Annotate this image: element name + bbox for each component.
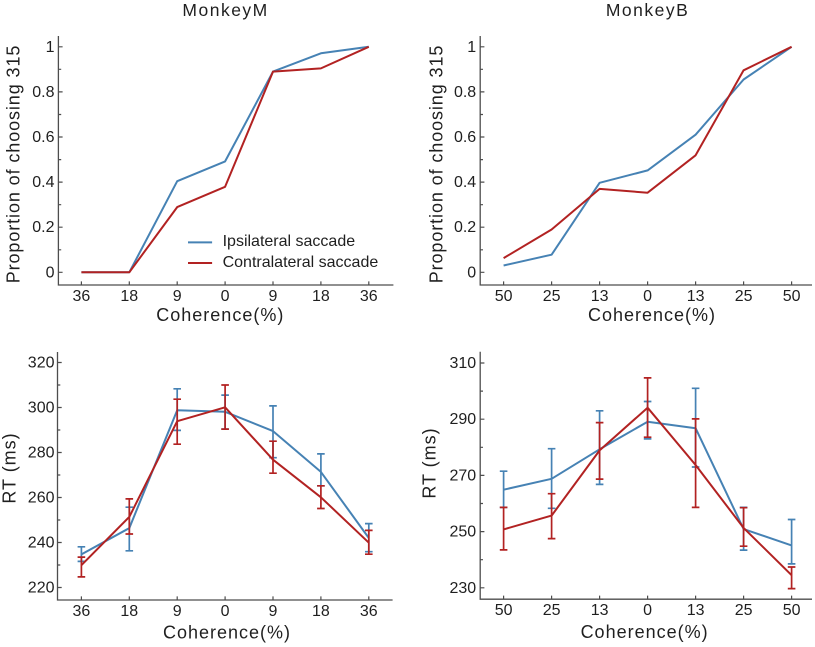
svg-text:9: 9 [269, 288, 278, 305]
svg-text:Proportion of choosing 315: Proportion of choosing 315 [427, 45, 447, 284]
svg-text:RT (ms): RT (ms) [0, 432, 20, 503]
svg-text:36: 36 [360, 288, 378, 305]
svg-text:0: 0 [467, 264, 476, 281]
svg-text:36: 36 [73, 288, 91, 305]
svg-text:9: 9 [173, 288, 182, 305]
svg-text:0.8: 0.8 [32, 84, 54, 101]
svg-text:9: 9 [173, 603, 182, 620]
svg-text:310: 310 [449, 355, 476, 372]
svg-text:25: 25 [735, 288, 753, 305]
svg-text:0.4: 0.4 [454, 174, 476, 191]
svg-text:36: 36 [73, 603, 91, 620]
svg-text:MonkeyM: MonkeyM [182, 0, 268, 20]
svg-text:0.6: 0.6 [32, 129, 54, 146]
svg-text:0.8: 0.8 [454, 84, 476, 101]
svg-text:Coherence(%): Coherence(%) [581, 622, 709, 642]
svg-text:270: 270 [449, 467, 476, 484]
svg-text:18: 18 [120, 603, 138, 620]
svg-text:18: 18 [120, 288, 138, 305]
svg-text:230: 230 [449, 580, 476, 597]
svg-text:280: 280 [28, 445, 55, 462]
svg-text:25: 25 [543, 288, 561, 305]
svg-text:0.2: 0.2 [454, 219, 476, 236]
svg-text:9: 9 [269, 603, 278, 620]
svg-text:18: 18 [312, 603, 330, 620]
svg-text:25: 25 [735, 602, 753, 619]
svg-text:MonkeyB: MonkeyB [606, 0, 689, 20]
svg-text:18: 18 [312, 288, 330, 305]
svg-text:320: 320 [28, 355, 55, 372]
svg-text:Coherence(%): Coherence(%) [588, 305, 716, 325]
svg-text:Ipsilateral saccade: Ipsilateral saccade [223, 233, 356, 250]
svg-text:220: 220 [28, 580, 55, 597]
svg-text:260: 260 [28, 490, 55, 507]
svg-text:RT (ms): RT (ms) [420, 427, 440, 498]
svg-text:0: 0 [643, 602, 652, 619]
svg-text:13: 13 [687, 288, 705, 305]
svg-text:290: 290 [449, 411, 476, 428]
svg-text:0: 0 [46, 264, 55, 281]
svg-text:240: 240 [28, 535, 55, 552]
svg-text:50: 50 [783, 602, 801, 619]
svg-text:1: 1 [467, 39, 476, 56]
svg-text:Coherence(%): Coherence(%) [156, 305, 284, 325]
svg-text:36: 36 [360, 603, 378, 620]
svg-text:Proportion of choosing 315: Proportion of choosing 315 [4, 45, 24, 284]
svg-text:50: 50 [783, 288, 801, 305]
svg-text:0: 0 [221, 603, 230, 620]
svg-text:50: 50 [495, 602, 513, 619]
svg-text:0: 0 [643, 288, 652, 305]
svg-text:13: 13 [687, 602, 705, 619]
svg-text:0.2: 0.2 [32, 219, 54, 236]
svg-text:Contralateral saccade: Contralateral saccade [223, 254, 379, 271]
svg-text:250: 250 [449, 524, 476, 541]
svg-text:Coherence(%): Coherence(%) [163, 623, 291, 643]
svg-text:13: 13 [591, 602, 609, 619]
svg-text:0: 0 [221, 288, 230, 305]
svg-text:300: 300 [28, 400, 55, 417]
svg-text:25: 25 [543, 602, 561, 619]
svg-text:50: 50 [495, 288, 513, 305]
svg-text:1: 1 [46, 39, 55, 56]
svg-text:0.4: 0.4 [32, 174, 54, 191]
svg-text:13: 13 [591, 288, 609, 305]
svg-text:0.6: 0.6 [454, 129, 476, 146]
